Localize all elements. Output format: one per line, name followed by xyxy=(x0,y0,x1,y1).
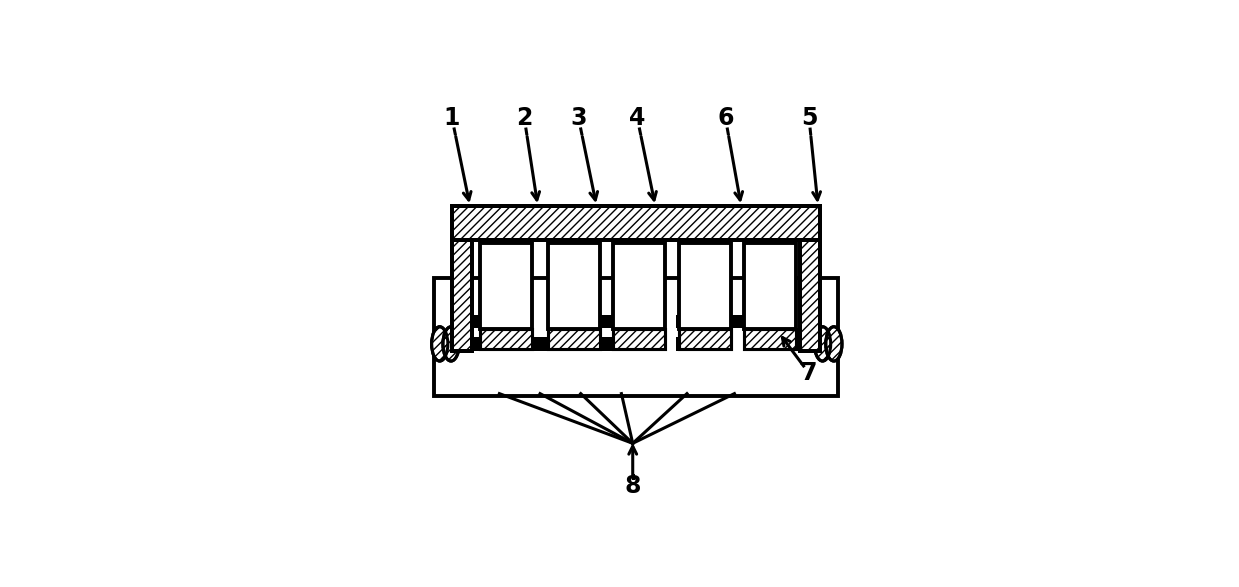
Text: 6: 6 xyxy=(717,106,733,130)
Text: 4: 4 xyxy=(629,106,646,130)
Bar xyxy=(746,315,773,328)
Bar xyxy=(481,329,533,349)
Bar xyxy=(615,315,633,328)
Text: 1: 1 xyxy=(444,106,460,130)
Bar xyxy=(675,315,746,328)
Bar xyxy=(679,329,731,349)
Bar xyxy=(613,329,665,349)
Bar xyxy=(745,329,797,349)
Bar xyxy=(679,329,731,349)
Bar xyxy=(481,243,533,329)
Text: 5: 5 xyxy=(800,106,818,130)
Ellipse shape xyxy=(442,327,460,361)
Bar xyxy=(434,278,839,396)
Bar xyxy=(679,243,731,329)
Ellipse shape xyxy=(825,327,843,361)
Bar xyxy=(481,329,533,349)
Bar xyxy=(452,206,820,240)
Bar xyxy=(675,337,719,350)
Bar xyxy=(800,240,820,350)
Text: 7: 7 xyxy=(800,361,818,385)
Bar xyxy=(452,206,820,240)
Bar xyxy=(746,315,751,350)
Bar xyxy=(450,337,551,350)
Ellipse shape xyxy=(814,327,830,361)
Bar xyxy=(548,329,600,349)
Bar xyxy=(452,240,472,350)
Text: 2: 2 xyxy=(517,106,533,130)
Bar xyxy=(613,243,665,329)
Bar xyxy=(615,315,620,350)
Bar xyxy=(571,337,615,350)
Text: 8: 8 xyxy=(624,474,641,498)
Ellipse shape xyxy=(431,327,447,361)
Bar xyxy=(450,315,524,328)
Bar xyxy=(548,329,600,349)
Bar xyxy=(613,329,665,349)
Bar xyxy=(452,240,472,350)
Bar xyxy=(800,240,820,350)
Bar xyxy=(745,243,797,329)
Bar xyxy=(571,315,615,328)
Text: 3: 3 xyxy=(570,106,587,130)
Bar xyxy=(745,329,797,349)
Bar xyxy=(548,243,600,329)
